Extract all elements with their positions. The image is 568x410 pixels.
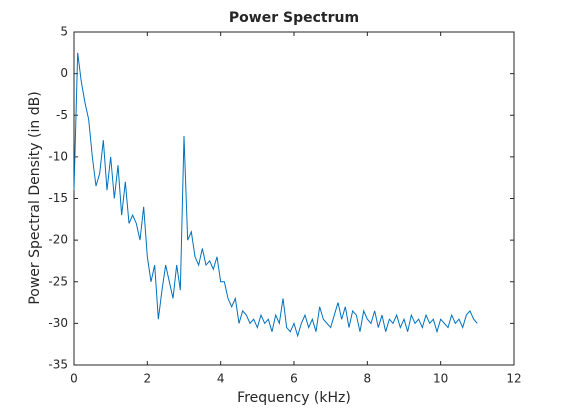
x-axis-label: Frequency (kHz) bbox=[237, 390, 351, 406]
y-tick-label: -20 bbox=[48, 233, 68, 247]
x-tick-label: 8 bbox=[364, 372, 372, 386]
x-tick-label: 12 bbox=[506, 372, 521, 386]
y-tick-label: -25 bbox=[48, 274, 68, 288]
y-tick-label: -30 bbox=[48, 316, 68, 330]
x-tick-label: 4 bbox=[217, 372, 225, 386]
y-tick-label: 5 bbox=[60, 25, 68, 39]
y-tick-label: -10 bbox=[48, 149, 68, 163]
line-series bbox=[73, 52, 478, 338]
x-tick-label: 2 bbox=[144, 372, 152, 386]
x-tick-label: 0 bbox=[70, 372, 78, 386]
x-tick-label: 6 bbox=[290, 372, 298, 386]
y-tick-label: -15 bbox=[48, 191, 68, 205]
y-tick-label: -5 bbox=[56, 108, 68, 122]
y-tick-label: 0 bbox=[60, 66, 68, 80]
x-tick-label: 10 bbox=[433, 372, 448, 386]
y-axis-label: Power Spectral Density (in dB) bbox=[27, 91, 43, 304]
chart-title: Power Spectrum bbox=[229, 10, 359, 26]
y-tick-label: -35 bbox=[48, 358, 68, 372]
